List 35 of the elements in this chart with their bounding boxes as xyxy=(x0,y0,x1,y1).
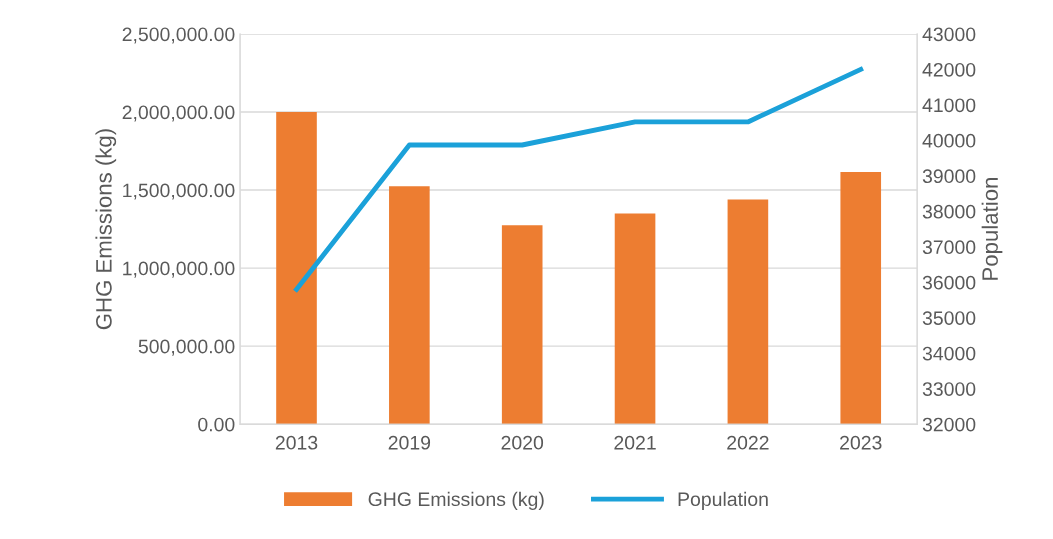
y2-axis-title: Population xyxy=(981,178,1003,280)
y2-tick-label: 37000 xyxy=(922,240,976,255)
x-tick-label: 2022 xyxy=(727,435,769,450)
bar xyxy=(727,199,769,425)
x-tick-label: 2021 xyxy=(614,435,656,450)
y2-tick-label: 34000 xyxy=(922,346,976,361)
y2-tick-label: 42000 xyxy=(922,62,976,77)
bar xyxy=(389,186,430,425)
y2-tick-label: 32000 xyxy=(922,417,976,432)
y2-tick-label: 33000 xyxy=(922,382,976,396)
bar xyxy=(501,225,543,425)
y2-tick-label: 35000 xyxy=(922,311,976,325)
bar xyxy=(840,172,882,425)
x-tick-label: 2023 xyxy=(840,435,882,450)
y-axis-title: GHG Emissions (kg) xyxy=(95,129,117,330)
legend-label: Population xyxy=(678,491,768,510)
legend-label: GHG Emissions (kg) xyxy=(368,491,544,510)
y-tick-label: 0.00 xyxy=(198,417,235,432)
y-tick-label: 1,000,000.00 xyxy=(123,261,235,278)
x-tick-label: 2019 xyxy=(388,435,431,450)
y2-tick-label: 43000 xyxy=(922,27,976,42)
y-tick-label: 1,500,000.00 xyxy=(123,183,235,200)
y-tick-label: 2,000,000.00 xyxy=(122,105,235,122)
y2-tick-label: 41000 xyxy=(922,98,976,113)
x-tick-label: 2013 xyxy=(275,435,318,450)
bar xyxy=(276,112,317,425)
line-series xyxy=(294,67,864,292)
bar xyxy=(614,213,656,425)
y2-tick-label: 36000 xyxy=(922,275,976,290)
y-tick-label: 500,000.00 xyxy=(138,339,235,356)
x-tick-label: 2020 xyxy=(501,435,544,450)
y2-tick-label: 40000 xyxy=(922,133,976,148)
y2-tick-label: 39000 xyxy=(922,169,976,184)
y2-tick-label: 38000 xyxy=(922,204,976,219)
y-tick-label: 2,500,000.00 xyxy=(122,27,235,44)
